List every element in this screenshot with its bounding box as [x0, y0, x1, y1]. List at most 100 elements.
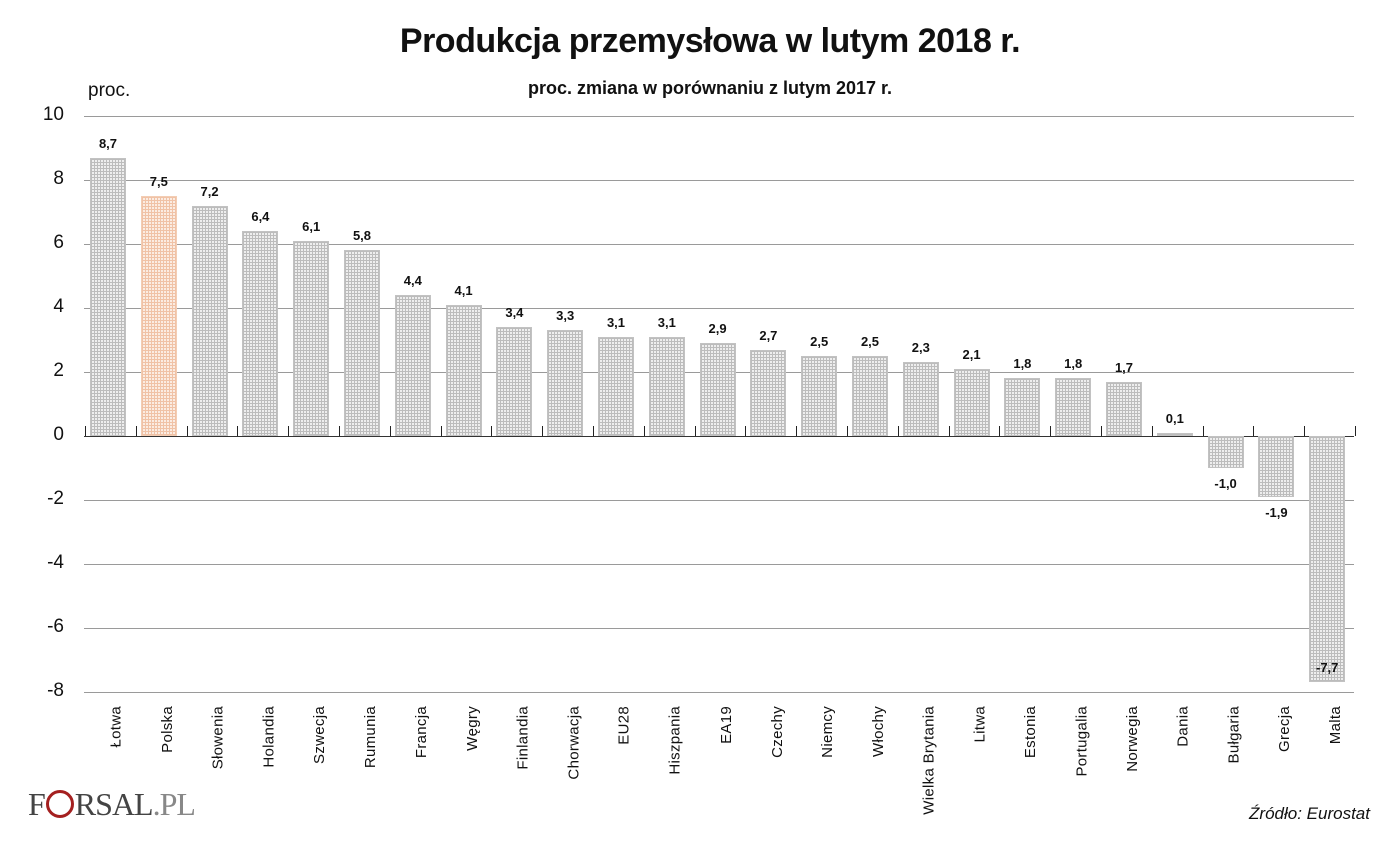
category-name: Wielka Brytania: [920, 706, 938, 815]
gridline: [84, 180, 1354, 181]
value-label: 3,4: [505, 305, 524, 321]
chart-subtitle: proc. zmiana w porównaniu z lutym 2017 r…: [527, 78, 893, 98]
forsal-logo: F RSAL.PL: [28, 786, 196, 822]
value-label: 7,5: [149, 174, 168, 189]
x-axis-label: Niemcy: [799, 706, 836, 846]
value-label: 8,7: [98, 135, 118, 151]
category-name: Grecja: [1276, 706, 1294, 752]
y-tick-label: 0: [53, 424, 64, 445]
y-tick-label: 6: [53, 232, 64, 253]
value-label: 1,8: [1064, 356, 1083, 372]
baseline-tick: [948, 426, 950, 436]
y-tick-label: -6: [47, 616, 64, 637]
value-label: 2,5: [810, 334, 829, 349]
value-label: 3,1: [606, 314, 626, 330]
chart-title: Produkcja przemysłowa w lutym 2018 r.: [399, 22, 1021, 60]
gridline: [84, 500, 1354, 501]
bar-dania: [1156, 432, 1193, 436]
x-axis-label: Bułgaria: [1206, 706, 1243, 846]
value-label: 2,3: [911, 340, 930, 356]
y-tick-label: 8: [53, 168, 64, 189]
x-axis-label: EU28: [596, 706, 633, 846]
value-label: 2,5: [860, 334, 880, 349]
bar-hiszpania: [648, 336, 685, 436]
category-name: Węgry: [463, 706, 481, 751]
baseline-tick: [1202, 426, 1204, 436]
category-name: Rumunia: [362, 706, 379, 769]
baseline-tick: [745, 426, 747, 436]
y-tick-label: 2: [53, 360, 64, 381]
category-name: Słowenia: [209, 706, 227, 770]
baseline-tick: [1253, 426, 1255, 436]
bar-łotwa: [90, 157, 126, 436]
bar-portugalia: [1055, 378, 1092, 436]
baseline-tick: [186, 426, 188, 436]
baseline-tick: [1304, 426, 1306, 436]
value-label: -1,9: [1265, 504, 1288, 520]
bar-rumunia: [344, 250, 380, 436]
source-note: Źródło: Eurostat: [1249, 804, 1370, 823]
gridline: [84, 244, 1354, 245]
bar-węgry: [445, 304, 482, 436]
category-name: Portugalia: [1073, 706, 1091, 777]
category-name: Chorwacja: [565, 706, 583, 780]
x-axis-label: Finlandia: [494, 706, 531, 846]
category-name: Dania: [1174, 706, 1192, 747]
baseline-tick: [542, 426, 544, 436]
x-axis-label: Dania: [1155, 706, 1192, 846]
category-name: EA19: [717, 706, 735, 744]
x-axis-label: Łotwa: [88, 706, 125, 846]
baseline-tick: [1050, 426, 1052, 436]
category-name: Hiszpania: [666, 706, 684, 775]
bar-eu28: [598, 336, 634, 436]
value-label: 6,1: [302, 218, 321, 234]
x-axis-label: Malta: [1307, 706, 1344, 846]
category-name: Litwa: [971, 706, 989, 743]
value-label: 7,2: [200, 183, 219, 199]
baseline-tick: [694, 426, 696, 436]
bar-holandia: [242, 231, 279, 436]
y-tick-label: -4: [47, 552, 64, 573]
x-axis-label: Słowenia: [190, 706, 227, 846]
category-name: Finlandia: [514, 706, 532, 770]
baseline-tick: [847, 426, 848, 436]
value-label: 2,7: [759, 327, 778, 343]
baseline-tick: [440, 426, 442, 436]
x-axis-label: Czechy: [748, 706, 785, 846]
value-label: 0,1: [1165, 410, 1184, 426]
value-label: -7,7: [1315, 660, 1339, 676]
category-name: Malta: [1327, 706, 1345, 745]
bar-grecja: [1258, 436, 1295, 497]
bar-niemcy: [801, 356, 838, 436]
x-axis-label: Szwecja: [291, 706, 328, 846]
baseline-tick: [999, 426, 1001, 436]
category-name: Łotwa: [108, 706, 125, 748]
y-tick-label: 10: [42, 104, 64, 125]
x-axis-label: Chorwacja: [545, 706, 582, 846]
baseline-tick: [593, 426, 594, 436]
value-label: -1,0: [1214, 476, 1237, 491]
value-label: 1,7: [1114, 359, 1134, 375]
bar-czechy: [750, 349, 787, 436]
gridline: [84, 308, 1354, 309]
baseline-tick: [796, 426, 798, 436]
category-name: Szwecja: [311, 706, 329, 764]
baseline-tick: [1355, 426, 1356, 436]
category-name: Norwegia: [1124, 706, 1141, 772]
x-axis-label: Węgry: [444, 706, 481, 846]
bar-ea19: [699, 343, 736, 436]
value-label: 2,9: [708, 321, 727, 337]
x-axis-label: Estonia: [1002, 706, 1039, 846]
category-name: Estonia: [1022, 706, 1040, 759]
bar-chorwacja: [547, 330, 584, 436]
value-label: 1,8: [1013, 356, 1032, 372]
y-tick-label: -2: [47, 488, 64, 509]
bar-malta: [1309, 436, 1346, 683]
bar-francja: [394, 295, 431, 436]
gridline: [84, 116, 1354, 117]
x-axis-label: Wielka Brytania: [901, 706, 938, 846]
baseline-tick: [643, 426, 645, 436]
category-name: Czechy: [768, 706, 786, 758]
category-name: Polska: [158, 706, 176, 753]
